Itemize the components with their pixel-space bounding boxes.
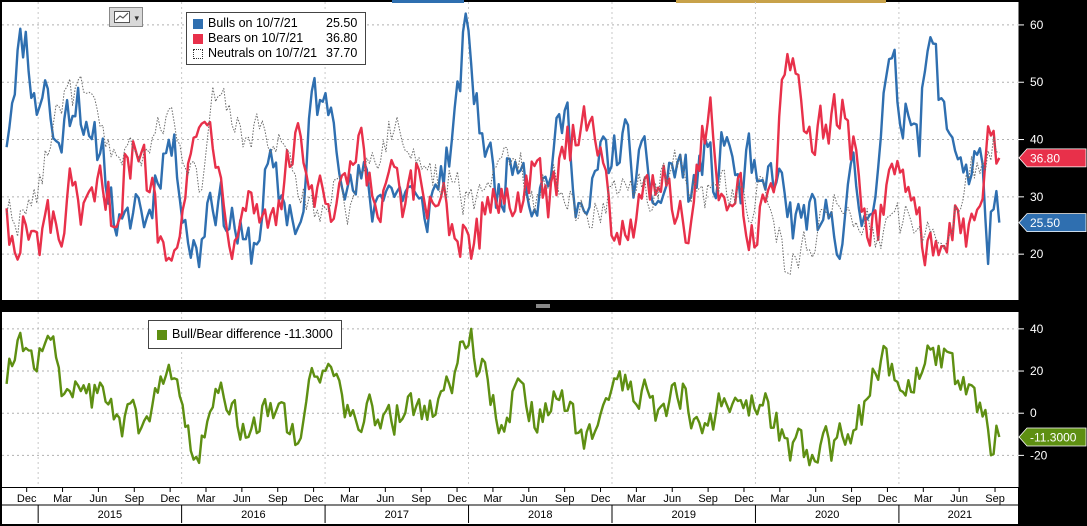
x-year-label: 2015 xyxy=(98,509,122,521)
y-tick-label: 0 xyxy=(1030,406,1037,420)
x-month-tick-label: Mar xyxy=(627,493,646,505)
legend-item-difference[interactable]: Bull/Bear difference -11.3000 xyxy=(157,327,333,342)
x-month-tick-label: Jun xyxy=(90,493,108,505)
x-month-tick-label: Mar xyxy=(770,493,789,505)
legend-label-bulls: Bulls on 10/7/21 xyxy=(208,16,298,30)
y-tick-label: 40 xyxy=(1030,133,1044,147)
legend-item-bulls[interactable]: Bulls on 10/7/21 25.50 xyxy=(193,16,357,31)
series-line-bull-bear-difference xyxy=(5,327,1001,467)
upper-panel xyxy=(2,2,1018,300)
x-month-tick-label: Sep xyxy=(124,493,144,505)
x-year-label: 2021 xyxy=(948,509,972,521)
upper-legend[interactable]: Bulls on 10/7/21 25.50 Bears on 10/7/21 … xyxy=(186,12,367,65)
x-month-tick-label: Mar xyxy=(483,493,502,505)
x-month-tick-label: Dec xyxy=(17,493,37,505)
legend-swatch-bears xyxy=(193,33,203,44)
y-tick-label: 40 xyxy=(1030,322,1044,336)
x-year-label: 2019 xyxy=(671,509,695,521)
chevron-down-icon: ▾ xyxy=(134,13,139,23)
splitter-grip-icon xyxy=(536,304,550,308)
legend-label-neutrals: Neutrals on 10/7/21 xyxy=(208,46,318,60)
top-marker-gold xyxy=(676,0,886,3)
x-month-tick-label: Dec xyxy=(591,493,611,505)
x-month-tick-label: Sep xyxy=(555,493,575,505)
x-month-tick-label: Sep xyxy=(411,493,431,505)
y-tick-label: 50 xyxy=(1030,75,1044,89)
x-month-tick-label: Mar xyxy=(914,493,933,505)
series-line-bulls xyxy=(5,12,1001,269)
legend-value-bears: 36.80 xyxy=(326,31,358,45)
y-tick-label: 20 xyxy=(1030,247,1044,261)
x-month-tick-label: Mar xyxy=(197,493,216,505)
last-value-tag-shape xyxy=(1018,427,1087,447)
last-value-tag-bull-bear-difference: -11.3000 xyxy=(1018,427,1087,447)
x-year-label: 2020 xyxy=(815,509,839,521)
legend-value-neutrals: 37.70 xyxy=(326,46,358,60)
x-month-tick-label: Sep xyxy=(842,493,862,505)
y-tick-label: 30 xyxy=(1030,190,1044,204)
lower-legend[interactable]: Bull/Bear difference -11.3000 xyxy=(148,320,342,349)
x-month-tick-label: Sep xyxy=(268,493,288,505)
x-month-tick-label: Dec xyxy=(304,493,324,505)
x-year-label: 2016 xyxy=(241,509,265,521)
legend-label-bears: Bears on 10/7/21 xyxy=(208,31,304,45)
x-month-tick-label: Jun xyxy=(376,493,394,505)
y-tick-label: -20 xyxy=(1030,448,1048,462)
x-month-tick-label: Mar xyxy=(53,493,72,505)
legend-swatch-bulls xyxy=(193,18,203,29)
x-month-tick-label: Jun xyxy=(807,493,825,505)
x-month-tick-label: Dec xyxy=(447,493,467,505)
last-value-tag-text: 36.80 xyxy=(1030,151,1060,165)
line-chart-icon xyxy=(114,11,130,23)
x-month-tick-label: Sep xyxy=(698,493,718,505)
x-month-tick-label: Jun xyxy=(663,493,681,505)
legend-value-difference: -11.3000 xyxy=(284,327,333,341)
last-value-tag-shape xyxy=(1018,148,1087,168)
x-month-tick-label: Sep xyxy=(985,493,1005,505)
last-value-tag-text: 25.50 xyxy=(1030,216,1060,230)
last-value-tag-shape xyxy=(1018,213,1087,233)
x-axis-band xyxy=(2,488,1018,524)
x-month-tick-label: Dec xyxy=(160,493,180,505)
legend-value-bulls: 25.50 xyxy=(326,16,358,30)
x-month-tick-label: Dec xyxy=(878,493,898,505)
legend-item-neutrals[interactable]: Neutrals on 10/7/21 37.70 xyxy=(193,46,357,61)
y-tick-label: 60 xyxy=(1030,18,1044,32)
legend-label-difference: Bull/Bear difference xyxy=(172,327,281,341)
x-year-label: 2018 xyxy=(528,509,552,521)
legend-swatch-difference xyxy=(157,329,167,340)
x-month-tick-label: Jun xyxy=(950,493,968,505)
chart-type-button[interactable]: ▾ xyxy=(109,7,143,27)
top-marker-blue xyxy=(392,0,464,3)
x-month-tick-label: Mar xyxy=(340,493,359,505)
x-year-label: 2017 xyxy=(385,509,409,521)
x-month-tick-label: Dec xyxy=(734,493,754,505)
series-line-bears xyxy=(5,52,1001,267)
last-value-tag-text: -11.3000 xyxy=(1030,431,1077,445)
x-month-tick-label: Jun xyxy=(233,493,251,505)
y-tick-label: 20 xyxy=(1030,364,1044,378)
legend-swatch-neutrals xyxy=(193,48,203,59)
last-value-tag-bears: 36.80 xyxy=(1018,148,1087,168)
x-month-tick-label: Jun xyxy=(520,493,538,505)
last-value-tag-bulls: 25.50 xyxy=(1018,213,1087,233)
legend-item-bears[interactable]: Bears on 10/7/21 36.80 xyxy=(193,31,357,46)
